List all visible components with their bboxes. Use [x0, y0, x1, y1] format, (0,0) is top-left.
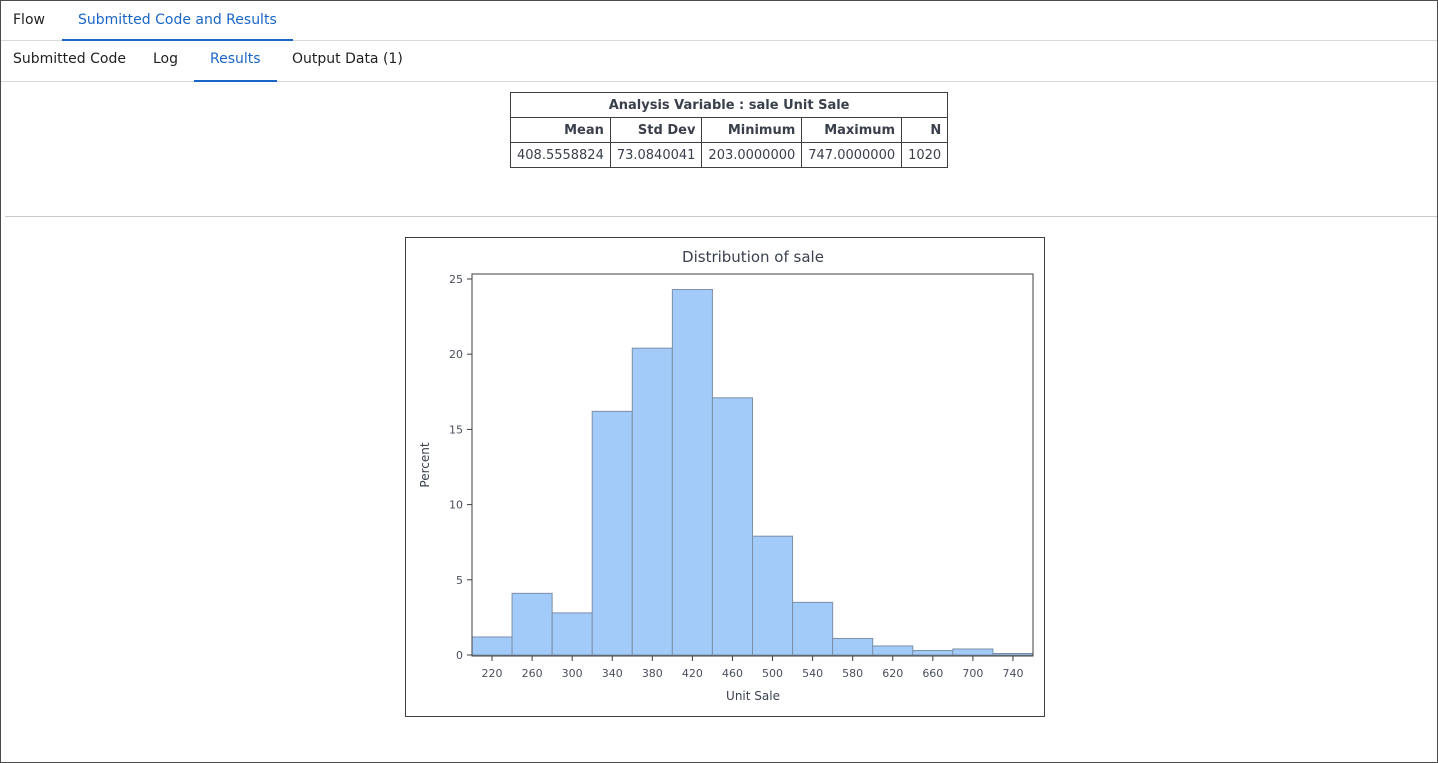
- x-tick-label: 380: [642, 667, 663, 680]
- tab-log[interactable]: Log: [153, 51, 179, 67]
- bars-group: [471, 289, 1034, 656]
- plot-area-frame: [471, 273, 1034, 657]
- sub-tab-bar: Submitted Code Log Results Output Data (…: [1, 41, 1437, 82]
- histogram-bar: [591, 410, 633, 656]
- y-tick-label: 25: [449, 273, 463, 286]
- summary-statistics-table: Analysis Variable : sale Unit Sale Mean …: [509, 92, 949, 168]
- cell-std-dev: 73.0840041: [609, 142, 703, 168]
- histogram-bar: [792, 601, 834, 656]
- tab-submitted-code-and-results[interactable]: Submitted Code and Results: [62, 1, 293, 41]
- histogram-bar: [952, 648, 994, 656]
- cell-maximum: 747.0000000: [801, 142, 903, 168]
- tab-output-data[interactable]: Output Data (1): [292, 51, 403, 67]
- tab-results[interactable]: Results: [194, 41, 276, 82]
- x-tick-label: 300: [562, 667, 583, 680]
- x-axis-label: Unit Sale: [726, 689, 780, 703]
- table-header-row: Mean Std Dev Minimum Maximum N: [510, 117, 949, 143]
- histogram-bar: [912, 649, 954, 656]
- histogram-bar: [671, 289, 713, 656]
- table-caption: Analysis Variable : sale Unit Sale: [509, 92, 949, 118]
- histogram-bar: [711, 397, 753, 656]
- tab-flow[interactable]: Flow: [13, 12, 45, 28]
- table-caption-row: Analysis Variable : sale Unit Sale: [509, 92, 949, 118]
- header-maximum: Maximum: [801, 117, 903, 143]
- x-tick-label: 420: [682, 667, 703, 680]
- x-tick-label: 500: [762, 667, 783, 680]
- x-tick-label: 700: [962, 667, 983, 680]
- y-tick-label: 10: [449, 499, 463, 512]
- cell-minimum: 203.0000000: [701, 142, 803, 168]
- header-std-dev: Std Dev: [609, 117, 703, 143]
- top-tab-bar: Flow Submitted Code and Results: [1, 1, 1437, 41]
- histogram-bar: [832, 637, 874, 656]
- cell-mean: 408.5558824: [510, 142, 611, 168]
- header-mean: Mean: [510, 117, 611, 143]
- tab-submitted-code[interactable]: Submitted Code: [13, 51, 126, 67]
- x-tick-label: 220: [482, 667, 503, 680]
- y-tick-label: 0: [456, 649, 463, 662]
- x-tick-label: 260: [522, 667, 543, 680]
- header-n: N: [901, 117, 949, 143]
- chart-title: Distribution of sale: [682, 248, 824, 266]
- cell-n: 1020: [901, 142, 949, 168]
- x-axis-ticks: 220 260 300 340 380 420 460 500 540 580 620 660 700 7…: [482, 656, 1023, 680]
- histogram-bar: [872, 645, 914, 656]
- x-tick-label: 580: [842, 667, 863, 680]
- y-tick-label: 15: [449, 423, 463, 436]
- histogram-svg: Distribution of sale Percent Unit Sale 0…: [418, 248, 1034, 703]
- x-tick-label: 740: [1002, 667, 1023, 680]
- histogram-bar: [992, 652, 1034, 656]
- x-tick-label: 460: [722, 667, 743, 680]
- histogram-bar: [631, 347, 673, 656]
- x-tick-label: 620: [882, 667, 903, 680]
- histogram-bar: [752, 535, 794, 656]
- histogram-bar: [471, 636, 513, 656]
- header-minimum: Minimum: [701, 117, 803, 143]
- x-tick-label: 660: [922, 667, 943, 680]
- y-tick-label: 5: [456, 574, 463, 587]
- histogram-bar: [511, 592, 553, 656]
- table-row: 408.5558824 73.0840041 203.0000000 747.0…: [510, 142, 949, 168]
- y-tick-label: 20: [449, 348, 463, 361]
- y-axis-label: Percent: [418, 442, 432, 487]
- y-axis-ticks: 0 5 10 15 20 25: [449, 273, 472, 662]
- x-tick-label: 540: [802, 667, 823, 680]
- histogram-bar: [551, 612, 593, 656]
- histogram-chart: Distribution of sale Percent Unit Sale 0…: [405, 237, 1045, 717]
- x-tick-label: 340: [602, 667, 623, 680]
- section-divider: [5, 216, 1437, 217]
